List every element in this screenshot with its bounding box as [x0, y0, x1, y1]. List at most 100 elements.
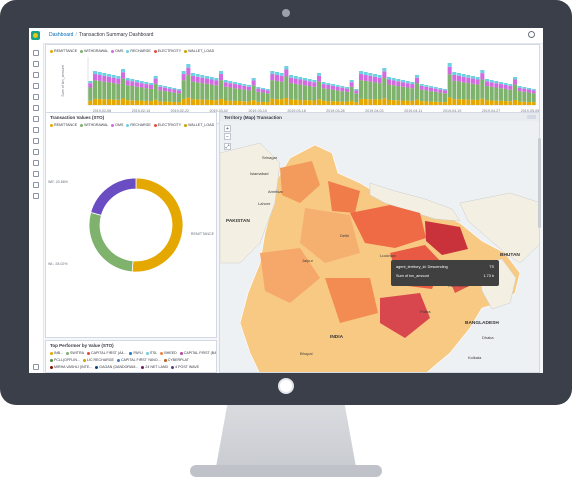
histogram-bar-segment	[190, 99, 196, 105]
histogram-bar-segment	[279, 75, 284, 82]
breadcrumb-dashboard-link[interactable]: Dashboard	[49, 32, 74, 38]
donut-legend-item[interactable]: REMITTANCE	[50, 123, 77, 127]
histogram-bar-segment	[489, 80, 494, 83]
histogram-bar-segment	[335, 90, 340, 102]
place-lucknow: Lucknow	[380, 253, 396, 258]
tp-legend-item[interactable]: ITSL	[145, 351, 157, 355]
histogram-bar-segment	[265, 102, 270, 105]
infra-icon[interactable]	[33, 127, 39, 133]
histogram-x-tick: 2019-04-19	[443, 109, 461, 113]
histogram-bar-segment	[498, 82, 504, 85]
histogram-bar-segment	[209, 84, 214, 100]
histogram-legend-item[interactable]: REMITTANCE	[50, 49, 77, 53]
monitor-stand-base	[190, 465, 382, 477]
legend-label: LIC RECHARGE	[86, 358, 114, 362]
place-delhi: Delhi	[340, 233, 350, 238]
discover-icon[interactable]	[33, 50, 39, 56]
gear-icon[interactable]	[528, 31, 535, 38]
tp-legend-item[interactable]: 24 NET LAND	[141, 365, 168, 369]
histogram-bar-segment	[512, 77, 518, 80]
histogram-legend-item[interactable]: ELECTRICITY	[153, 49, 181, 53]
collapse-icon[interactable]	[33, 364, 39, 370]
logs-icon[interactable]	[33, 138, 39, 144]
tp-legend-item[interactable]: GAGAN (DANDORAM...	[95, 365, 138, 369]
histogram-bar-segment	[358, 98, 364, 105]
choropleth-map[interactable]	[220, 113, 540, 373]
place-amritsar: Amritsar	[268, 189, 283, 194]
donut-legend-item[interactable]: WALLET_LOAD	[184, 123, 214, 127]
histogram-bar-segment	[214, 85, 219, 101]
histogram-bar-segment	[288, 77, 294, 84]
fit-bounds-button[interactable]: ⤢	[224, 143, 231, 150]
zoom-out-button[interactable]: −	[224, 133, 231, 140]
histogram-legend-item[interactable]: WITHDRAWAL	[80, 49, 108, 53]
donut-legend-item[interactable]: RECHARGE	[126, 123, 151, 127]
home-button[interactable]	[278, 378, 294, 394]
tp-legend-item[interactable]: SWITRA	[66, 351, 84, 355]
tp-legend-item[interactable]: LIC RECHARGE	[82, 358, 114, 362]
tp-legend-item[interactable]: CAPITAL FIRST YANO...	[116, 358, 161, 362]
histogram-bar-segment	[517, 101, 522, 105]
donut-legend-item[interactable]: WITHDRAWAL	[80, 123, 108, 127]
kibana-logo-icon[interactable]	[31, 31, 40, 40]
tp-legend-item[interactable]: CYBERPLAT	[163, 358, 189, 362]
histogram-bar-segment	[190, 73, 196, 76]
legend-label: GAGAN (DANDORAM...	[99, 365, 139, 369]
histogram-bar-segment	[316, 73, 322, 76]
timelion-icon[interactable]	[33, 83, 39, 89]
uptime-icon[interactable]	[33, 160, 39, 166]
tp-legend-item[interactable]: BHEED	[160, 351, 177, 355]
histogram-bar-segment	[88, 100, 93, 105]
histogram-bar-segment	[256, 87, 261, 89]
legend-label: PCLL(OFFLIN...	[54, 358, 80, 362]
donut-legend-item[interactable]: DMS	[111, 123, 123, 127]
maps-icon[interactable]	[33, 105, 39, 111]
tp-legend-item[interactable]: INB...	[50, 351, 63, 355]
dev-tools-icon[interactable]	[33, 171, 39, 177]
histogram-bar-segment	[312, 82, 317, 87]
zoom-in-button[interactable]: +	[224, 125, 231, 132]
map-scrollbar[interactable]	[538, 138, 541, 228]
histogram-bar-segment	[274, 99, 280, 105]
tp-legend-item[interactable]: PCLL(OFFLIN...	[50, 358, 80, 362]
histogram-legend-item[interactable]: RECHARGE	[126, 49, 151, 53]
histogram-bar-segment	[363, 80, 368, 100]
panel-options-icon[interactable]	[527, 115, 536, 119]
histogram-bar-segment	[466, 83, 471, 100]
visualize-icon[interactable]	[33, 61, 39, 67]
map-panel-title: Territory (Map) Transaction	[224, 115, 282, 120]
histogram-bar-segment	[260, 89, 266, 93]
donut-legend-item[interactable]: ELECTRICITY	[153, 123, 181, 127]
monitoring-icon[interactable]	[33, 182, 39, 188]
dashboard-icon[interactable]	[33, 72, 39, 78]
histogram-bar-segment	[414, 77, 420, 84]
histogram-legend-item[interactable]: DMS	[111, 49, 123, 53]
histogram-bar-segment	[372, 76, 378, 83]
histogram-bar-segment	[284, 97, 289, 105]
histogram-bar-segment	[452, 99, 457, 105]
histogram-bar-segment	[242, 85, 247, 90]
tp-legend-item[interactable]: 4 POST WAVE	[171, 365, 199, 369]
histogram-bar-segment	[363, 74, 368, 81]
canvas-icon[interactable]	[33, 94, 39, 100]
histogram-bar-segment	[228, 100, 233, 105]
histogram-bar-segment	[340, 101, 345, 105]
histogram-bar-segment	[251, 85, 256, 101]
apm-icon[interactable]	[33, 149, 39, 155]
legend-label: DMS	[115, 49, 124, 53]
tp-legend-item[interactable]: MIRHA VASHLI (INTE...	[50, 365, 92, 369]
histogram-bar-segment	[92, 98, 98, 105]
histogram-bar-segment	[148, 88, 154, 102]
histogram-bar-segment	[92, 71, 98, 75]
histogram-bar-segment	[134, 86, 140, 101]
histogram-bar-segment	[326, 88, 331, 102]
histogram-legend-item[interactable]: WALLET_LOAD	[184, 49, 214, 53]
histogram-bar-segment	[480, 73, 485, 80]
management-icon[interactable]	[33, 193, 39, 199]
tp-legend-item[interactable]: CAPITAL FIRST (B4...	[179, 351, 216, 355]
tp-legend-item[interactable]: CAPITAL FIRST (A4...	[86, 351, 126, 355]
ml-icon[interactable]	[33, 116, 39, 122]
histogram-bar-segment	[270, 71, 275, 75]
tp-legend-item[interactable]: PAYU	[129, 351, 143, 355]
legend-dot-icon	[50, 123, 53, 127]
